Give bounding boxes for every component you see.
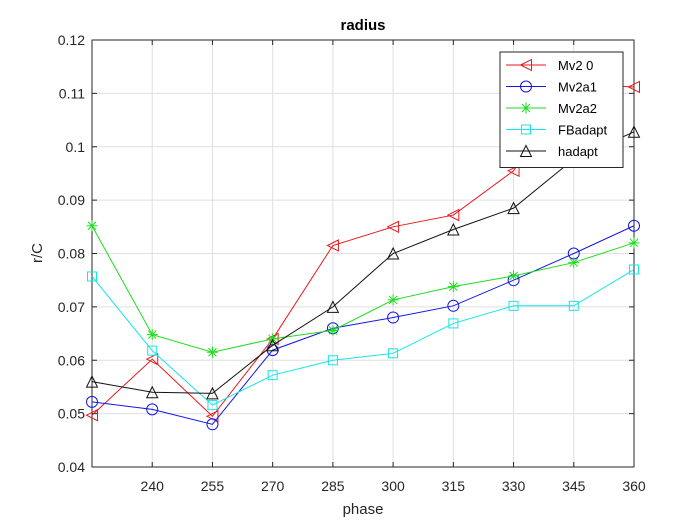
data-point (506, 164, 520, 178)
data-point (86, 395, 98, 408)
data-point (147, 345, 158, 356)
data-point (386, 246, 400, 260)
data-point (85, 408, 98, 422)
data-point (568, 300, 579, 311)
data-point (448, 318, 459, 329)
y-tick-label: 0.05 (58, 406, 85, 422)
x-tick-label: 315 (442, 478, 466, 494)
data-point (508, 270, 520, 282)
series-line (91, 225, 635, 353)
data-point (628, 219, 640, 232)
data-point (206, 346, 218, 358)
data-point (568, 257, 580, 269)
data-point (206, 418, 219, 431)
data-point (388, 348, 399, 359)
y-tick-label: 0.07 (58, 299, 85, 315)
legend-marker (520, 102, 532, 114)
data-point (447, 281, 459, 293)
x-tick-label: 285 (321, 478, 345, 494)
data-point (267, 370, 278, 381)
series-line (91, 225, 635, 425)
data-point (326, 239, 339, 252)
data-point (146, 403, 159, 416)
legend-label: FBadapt (558, 123, 608, 138)
data-point (629, 264, 639, 275)
x-tick-label: 300 (381, 478, 405, 494)
series-layer (85, 77, 641, 431)
legend-label: Mv2 0 (558, 58, 593, 73)
data-point (146, 329, 158, 341)
data-point (387, 294, 399, 306)
legend-box (499, 51, 624, 168)
y-axis-label: r/C (29, 243, 46, 263)
x-tick-label: 330 (502, 478, 526, 494)
data-point (447, 299, 460, 312)
data-point (266, 338, 279, 352)
data-point (145, 385, 159, 399)
data-point (447, 222, 460, 236)
x-axis-label: phase (343, 501, 384, 518)
data-point (627, 80, 640, 94)
data-point (327, 324, 339, 336)
data-point (326, 300, 340, 313)
data-point (145, 352, 159, 366)
data-point (627, 125, 641, 138)
legend-marker (521, 124, 531, 135)
chart-title: radius (340, 17, 385, 34)
data-point (207, 400, 218, 411)
y-tick-label: 0.12 (58, 32, 85, 48)
y-tick-label: 0.11 (59, 85, 85, 101)
y-tick-label: 0.09 (58, 192, 85, 208)
data-point (628, 237, 640, 249)
data-point (85, 374, 99, 388)
x-tick-label: 360 (622, 478, 646, 494)
y-tick-label: 0.08 (58, 246, 85, 262)
x-tick-label: 345 (562, 478, 586, 494)
legend-label: hadapt (558, 144, 598, 159)
data-point (446, 208, 460, 222)
legend: Mv2 0 Mv2a1 Mv2a2 FBadapt hadapt (499, 51, 624, 168)
data-point (386, 220, 400, 234)
legend-marker (520, 80, 532, 93)
series-line (91, 269, 635, 406)
data-point (327, 355, 338, 366)
legend-label: Mv2a1 (558, 80, 597, 95)
data-point (387, 311, 400, 324)
data-point (508, 300, 519, 311)
legend-marker (519, 144, 533, 157)
axes: 240 255 270 285 300 315 330 345 360 0.04 0.05 0.06 0… (58, 32, 646, 494)
data-point (87, 271, 97, 282)
y-tick-label: 0.1 (66, 139, 86, 155)
x-tick-label: 240 (141, 478, 165, 494)
data-point (86, 220, 98, 232)
y-tick-label: 0.06 (58, 352, 85, 368)
y-tick-label: 0.04 (58, 459, 85, 475)
data-point (507, 201, 520, 215)
x-tick-label: 270 (261, 478, 285, 494)
x-tick-label: 255 (201, 478, 225, 494)
legend-label: Mv2a2 (558, 101, 597, 116)
data-point (206, 386, 219, 400)
legend-marker (519, 58, 532, 72)
series-line (91, 131, 635, 394)
